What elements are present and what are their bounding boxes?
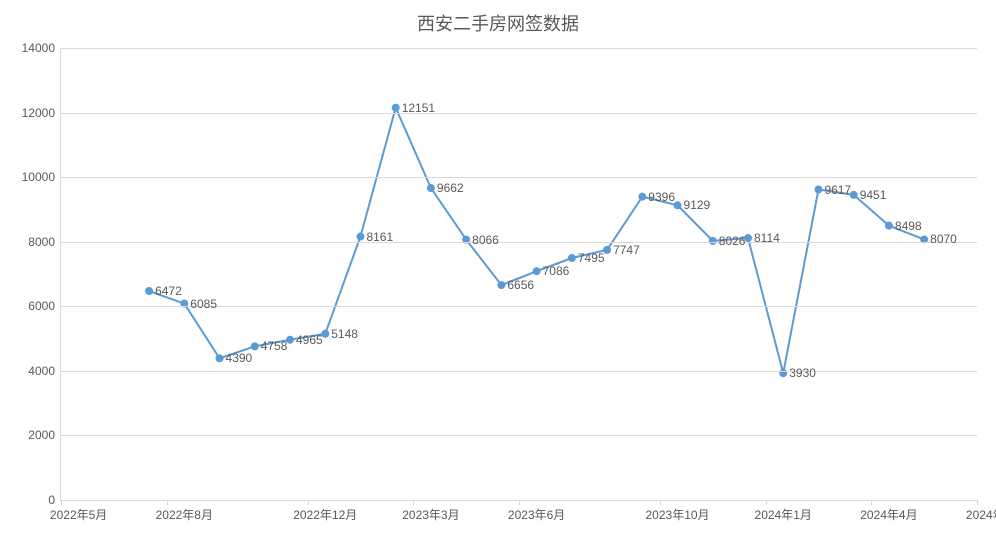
x-tick-label: 2024年1月 bbox=[755, 500, 812, 523]
data-label: 9129 bbox=[684, 198, 711, 212]
x-tick-label: 2024年4月 bbox=[860, 500, 917, 523]
data-marker bbox=[145, 287, 153, 295]
data-label: 6472 bbox=[155, 284, 182, 298]
y-tick-label: 10000 bbox=[22, 170, 61, 184]
plot-area: 020004000600080001000012000140002022年5月2… bbox=[60, 48, 977, 501]
data-label: 9451 bbox=[860, 188, 887, 202]
data-label: 8114 bbox=[754, 231, 780, 245]
gridline bbox=[61, 242, 977, 243]
x-tick-label: 2022年12月 bbox=[293, 500, 357, 523]
data-label: 4758 bbox=[261, 339, 288, 353]
data-label: 9396 bbox=[648, 190, 675, 204]
data-label: 6656 bbox=[507, 278, 534, 292]
x-tick-label: 2023年6月 bbox=[508, 500, 565, 523]
gridline bbox=[61, 48, 977, 49]
data-label: 4965 bbox=[296, 333, 323, 347]
x-tick-label: 2022年8月 bbox=[156, 500, 213, 523]
data-label: 8026 bbox=[719, 234, 746, 248]
data-marker bbox=[568, 254, 576, 262]
data-label: 8498 bbox=[895, 219, 922, 233]
data-label: 4390 bbox=[226, 351, 253, 365]
y-tick-label: 2000 bbox=[28, 428, 61, 442]
x-tick-label: 2024年7月 bbox=[966, 500, 996, 523]
data-label: 9662 bbox=[437, 181, 464, 195]
data-label: 8161 bbox=[366, 230, 393, 244]
y-tick-label: 12000 bbox=[22, 106, 61, 120]
chart-container: 西安二手房网签数据 020004000600080001000012000140… bbox=[0, 0, 996, 539]
x-tick-label: 2023年10月 bbox=[646, 500, 710, 523]
gridline bbox=[61, 113, 977, 114]
data-label: 7086 bbox=[543, 264, 570, 278]
data-marker bbox=[427, 184, 435, 192]
data-marker bbox=[356, 233, 364, 241]
data-marker bbox=[814, 186, 822, 194]
data-label: 8066 bbox=[472, 233, 499, 247]
data-marker bbox=[638, 193, 646, 201]
data-label: 6085 bbox=[190, 297, 217, 311]
data-marker bbox=[251, 342, 259, 350]
data-marker bbox=[392, 104, 400, 112]
x-tick-label: 2023年3月 bbox=[402, 500, 459, 523]
y-tick-label: 6000 bbox=[28, 299, 61, 313]
gridline bbox=[61, 371, 977, 372]
data-marker bbox=[533, 267, 541, 275]
chart-title: 西安二手房网签数据 bbox=[0, 10, 996, 36]
data-marker bbox=[885, 222, 893, 230]
data-label: 12151 bbox=[402, 101, 435, 115]
line-svg bbox=[61, 48, 977, 500]
data-label: 7495 bbox=[578, 251, 605, 265]
gridline bbox=[61, 435, 977, 436]
y-tick-label: 8000 bbox=[28, 235, 61, 249]
x-tick-label: 2022年5月 bbox=[50, 500, 107, 523]
gridline bbox=[61, 177, 977, 178]
y-tick-label: 14000 bbox=[22, 41, 61, 55]
series-line bbox=[149, 108, 924, 373]
data-marker bbox=[497, 281, 505, 289]
data-marker bbox=[216, 354, 224, 362]
data-label: 5148 bbox=[331, 327, 358, 341]
data-label: 9617 bbox=[824, 183, 851, 197]
data-label: 7747 bbox=[613, 243, 640, 257]
y-tick-label: 4000 bbox=[28, 364, 61, 378]
data-label: 8070 bbox=[930, 232, 957, 246]
data-label: 3930 bbox=[789, 366, 816, 380]
